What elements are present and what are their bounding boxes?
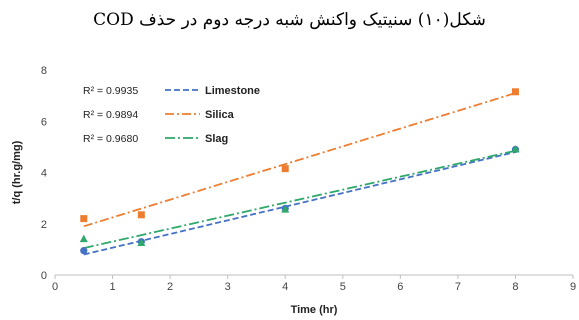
trendline-slag (83, 149, 516, 249)
trendline-limestone (83, 151, 516, 256)
y-tick-label: 2 (41, 219, 47, 231)
x-tick-label: 3 (225, 281, 231, 293)
y-tick-label: 6 (41, 116, 47, 128)
x-tick-label: 8 (512, 281, 518, 293)
legend-entry-slag: Slag (205, 133, 228, 145)
figure-caption: شکل(۱۰) سنیتیک واکنش شبه درجه دوم در حذف… (93, 10, 486, 30)
x-axis-label: Time (hr) (291, 304, 338, 316)
y-tick-label: 4 (41, 168, 47, 180)
x-tick-label: 0 (52, 281, 58, 293)
y-tick-label: 8 (41, 65, 47, 77)
data-point-slag (79, 234, 88, 243)
x-tick-label: 5 (340, 281, 346, 293)
legend-entry-limestone: Limestone (205, 85, 260, 97)
data-points (79, 88, 520, 255)
legend: R² = 0.9935 Limestone R² = 0.9894 Silica R² … (83, 85, 260, 145)
y-tick-label: 0 (41, 270, 47, 282)
data-point-slag (137, 238, 146, 246)
axes: 0 1 2 3 4 5 6 7 8 9 0 2 4 6 8 (41, 65, 576, 293)
data-point-slag (281, 205, 290, 213)
r-squared-label: R² = 0.9935 (83, 85, 138, 97)
x-tick-label: 6 (397, 281, 403, 293)
r-squared-label: R² = 0.9894 (83, 109, 138, 121)
x-tick-label: 4 (282, 281, 288, 293)
data-point-silica (511, 88, 519, 96)
r-squared-label: R² = 0.9680 (83, 133, 138, 145)
x-tick-label: 2 (167, 281, 173, 293)
data-point-silica (281, 165, 289, 173)
trendlines (83, 92, 516, 256)
legend-entry-silica: Silica (205, 109, 235, 121)
data-point-slag (511, 144, 520, 153)
trendline-silica (83, 92, 516, 228)
x-tick-label: 1 (109, 281, 115, 293)
y-axis-label: t/q (hr.g/mg) (11, 140, 23, 204)
x-tick-label: 9 (570, 281, 576, 293)
data-point-silica (80, 215, 88, 223)
data-point-silica (137, 211, 145, 219)
data-point-limestone (80, 247, 88, 255)
x-tick-label: 7 (455, 281, 461, 293)
